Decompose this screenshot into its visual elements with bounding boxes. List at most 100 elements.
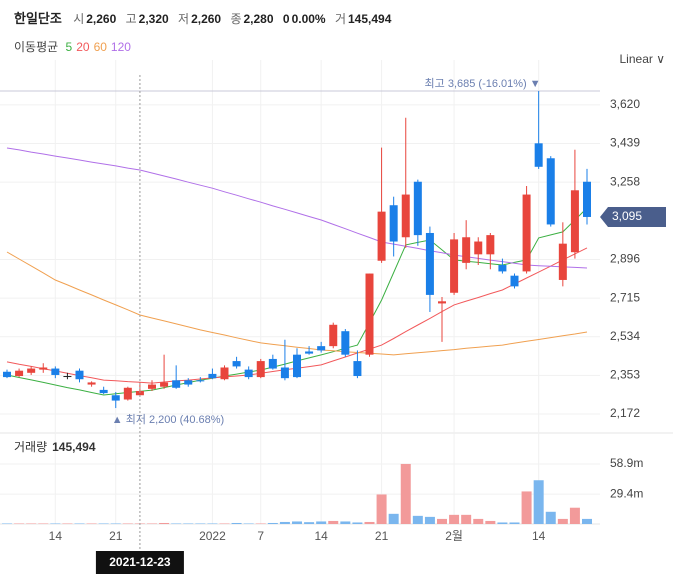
candle-body — [15, 370, 24, 377]
volume-total: 145,494 — [52, 440, 96, 454]
dropdown-caret: ∨ — [656, 52, 665, 66]
scale-dropdown[interactable]: Linear ∨ — [620, 52, 666, 66]
legend-entry: 120 — [110, 40, 131, 54]
volume-bar — [183, 523, 194, 524]
field-value: 2,260 — [86, 12, 117, 26]
max-annotation: 최고 3,685 (-16.01%) ▼ — [425, 77, 541, 90]
candle-body — [220, 367, 229, 380]
y-tick-label: 2,715 — [610, 290, 640, 304]
volume-bar — [195, 523, 206, 524]
x-tick-label: 14 — [49, 529, 63, 543]
volume-title-text: 거래량 — [14, 440, 47, 454]
candle-body — [27, 368, 36, 373]
candle-body — [51, 368, 60, 375]
field-label: 고 — [125, 12, 137, 26]
volume-bar — [509, 522, 520, 524]
y-tick-label: 2,896 — [610, 252, 640, 266]
candle-body — [450, 239, 459, 293]
volume-bar — [388, 513, 399, 524]
volume-bar — [352, 522, 363, 524]
candle-body — [232, 361, 241, 367]
field-label: 종 — [230, 12, 242, 26]
volume-bar — [545, 511, 556, 524]
x-tick-label: 2022 — [199, 529, 226, 543]
volume-bar — [316, 521, 327, 524]
ma-legend-title: 이동평균 — [14, 40, 59, 54]
field-value: 2,280 — [243, 12, 274, 26]
candle-body — [365, 273, 374, 355]
volume-bar — [364, 521, 375, 524]
volume-bar — [461, 514, 472, 524]
y-tick-label: 2,353 — [610, 368, 640, 382]
candle-body — [196, 380, 205, 382]
candle-body — [462, 237, 471, 263]
ma-line — [6, 147, 588, 269]
volume-bar — [219, 523, 230, 524]
volume-bar — [14, 523, 25, 524]
volume-bar — [207, 523, 218, 524]
volume-bar — [255, 523, 266, 524]
candle-body — [3, 371, 11, 378]
candle-body — [474, 241, 483, 255]
last-price-label: 3,095 — [612, 209, 642, 223]
candle-body — [256, 361, 265, 378]
legend-entry: 20 — [76, 40, 90, 54]
candle-body — [498, 265, 507, 272]
x-tick-label: 7 — [257, 529, 264, 543]
volume-bar — [62, 523, 73, 524]
y-tick-label: 2,534 — [610, 329, 640, 343]
volume-bar — [569, 507, 580, 524]
ma-line — [6, 251, 588, 356]
x-tick-label: 21 — [375, 529, 389, 543]
volume-bar — [26, 523, 37, 524]
volume-bar — [292, 521, 302, 524]
candle-body — [172, 380, 181, 388]
volume-title: 거래량 145,494 — [14, 440, 96, 454]
y-tick-label: 3,439 — [610, 136, 640, 150]
volume-bar — [582, 518, 592, 524]
candle-body — [75, 370, 84, 380]
y-tick-label: 58.9m — [610, 456, 643, 470]
volume-bar — [437, 518, 447, 524]
candle-body — [401, 194, 410, 238]
legend-entry: 60 — [93, 40, 107, 54]
candle-body — [522, 194, 531, 272]
candle-body — [329, 324, 338, 347]
candle-body — [184, 380, 193, 385]
volume-bar — [98, 523, 109, 524]
volume-value: 145,494 — [347, 12, 392, 26]
y-tick-label: 3,258 — [610, 174, 640, 188]
volume-bar — [122, 523, 133, 524]
change-pct: 0.00% — [291, 12, 326, 26]
volume-bar — [376, 494, 387, 524]
candle-body — [534, 143, 543, 167]
candle-body — [570, 190, 579, 253]
candle-body — [510, 275, 519, 287]
candle-body — [486, 235, 495, 255]
volume-bar — [159, 522, 170, 524]
candle-body — [244, 369, 253, 378]
candle-body — [389, 205, 398, 242]
candle-body — [135, 390, 144, 396]
quote-header: 한일단조 시 2,260 고 2,320 저 2,260 종 2,280 0 0.00% … — [14, 8, 397, 27]
candle-body — [280, 367, 289, 379]
volume-bar — [267, 522, 278, 524]
field-value: 2,320 — [138, 12, 169, 26]
y-tick-label: 2,172 — [610, 406, 640, 420]
candle-body — [123, 387, 132, 400]
candle-body — [87, 382, 96, 385]
x-tick-label: 21 — [109, 529, 123, 543]
last-price-tag — [600, 206, 666, 227]
candle-body — [305, 351, 314, 354]
volume-bar — [557, 518, 568, 524]
volume-bar — [521, 491, 532, 524]
volume-bar — [243, 523, 254, 524]
candle-body — [317, 346, 326, 351]
candle-body — [268, 358, 277, 369]
crosshair-date: 2021-12-23 — [109, 555, 171, 569]
volume-label: 거 — [334, 12, 346, 26]
volume-bar — [38, 523, 49, 524]
candle-body — [111, 395, 120, 401]
